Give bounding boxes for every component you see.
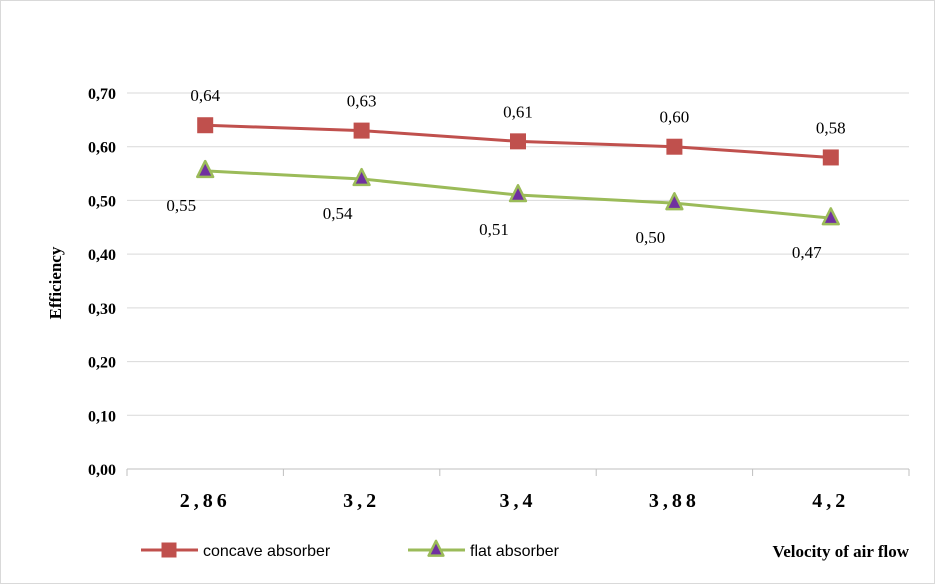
- x-tick-label: 3,2: [343, 490, 380, 512]
- square-marker: [353, 122, 370, 139]
- data-label: 0,63: [347, 92, 377, 111]
- x-tick-label: 3,88: [649, 490, 700, 512]
- data-labels: 0,64 0,63 0,61 0,60 0,58 0,55 0,54 0,51 0,50 0,47: [166, 86, 845, 262]
- data-label: 0,60: [660, 108, 690, 127]
- y-tick-label: 0,40: [88, 247, 116, 264]
- gridlines: [127, 92, 909, 470]
- data-label: 0,51: [479, 220, 509, 239]
- y-tick-label: 0,30: [88, 301, 116, 318]
- y-tick-label: 0,70: [88, 86, 116, 103]
- y-axis-title: Efficiency: [46, 246, 65, 319]
- x-tick-label: 4,2: [812, 490, 849, 512]
- data-label: 0,58: [816, 118, 846, 137]
- triangle-marker: [196, 159, 215, 179]
- legend-label: flat absorber: [470, 543, 560, 560]
- square-marker: [666, 138, 683, 155]
- triangle-marker: [352, 167, 371, 187]
- data-label: 0,54: [323, 204, 353, 223]
- legend-item-concave-absorber: concave absorber: [141, 542, 331, 560]
- square-marker: [197, 117, 214, 134]
- y-axis-ticks: 0,00 0,10 0,20 0,30 0,40 0,50 0,60 0,70: [88, 86, 116, 479]
- data-label: 0,61: [503, 102, 533, 121]
- triangle-marker: [821, 207, 840, 226]
- data-label: 0,64: [190, 86, 220, 105]
- x-tick-label: 3,4: [500, 490, 537, 512]
- y-tick-label: 0,00: [88, 462, 116, 479]
- data-label: 0,50: [636, 228, 666, 247]
- square-marker: [822, 149, 839, 166]
- legend-item-flat-absorber: flat absorber: [408, 539, 560, 560]
- y-tick-label: 0,50: [88, 193, 116, 210]
- square-marker: [161, 542, 177, 558]
- square-marker: [510, 133, 526, 150]
- y-tick-label: 0,60: [88, 140, 116, 157]
- legend: concave absorber flat absorber: [141, 539, 560, 560]
- data-label: 0,55: [166, 196, 196, 215]
- x-axis-title: Velocity of air flow: [773, 542, 910, 561]
- series-flat-absorber: [196, 159, 840, 226]
- x-tick-label: 2,86: [180, 490, 231, 512]
- y-tick-label: 0,20: [88, 355, 116, 372]
- y-tick-label: 0,10: [88, 408, 116, 425]
- triangle-marker: [665, 192, 684, 211]
- series-concave-absorber: [197, 117, 839, 166]
- x-axis-ticks: 2,86 3,2 3,4 3,88 4,2: [126, 469, 910, 512]
- triangle-marker: [508, 184, 528, 203]
- data-label: 0,47: [792, 243, 822, 262]
- series-layer: [196, 117, 840, 226]
- legend-label: concave absorber: [203, 543, 331, 560]
- triangle-marker: [427, 539, 445, 557]
